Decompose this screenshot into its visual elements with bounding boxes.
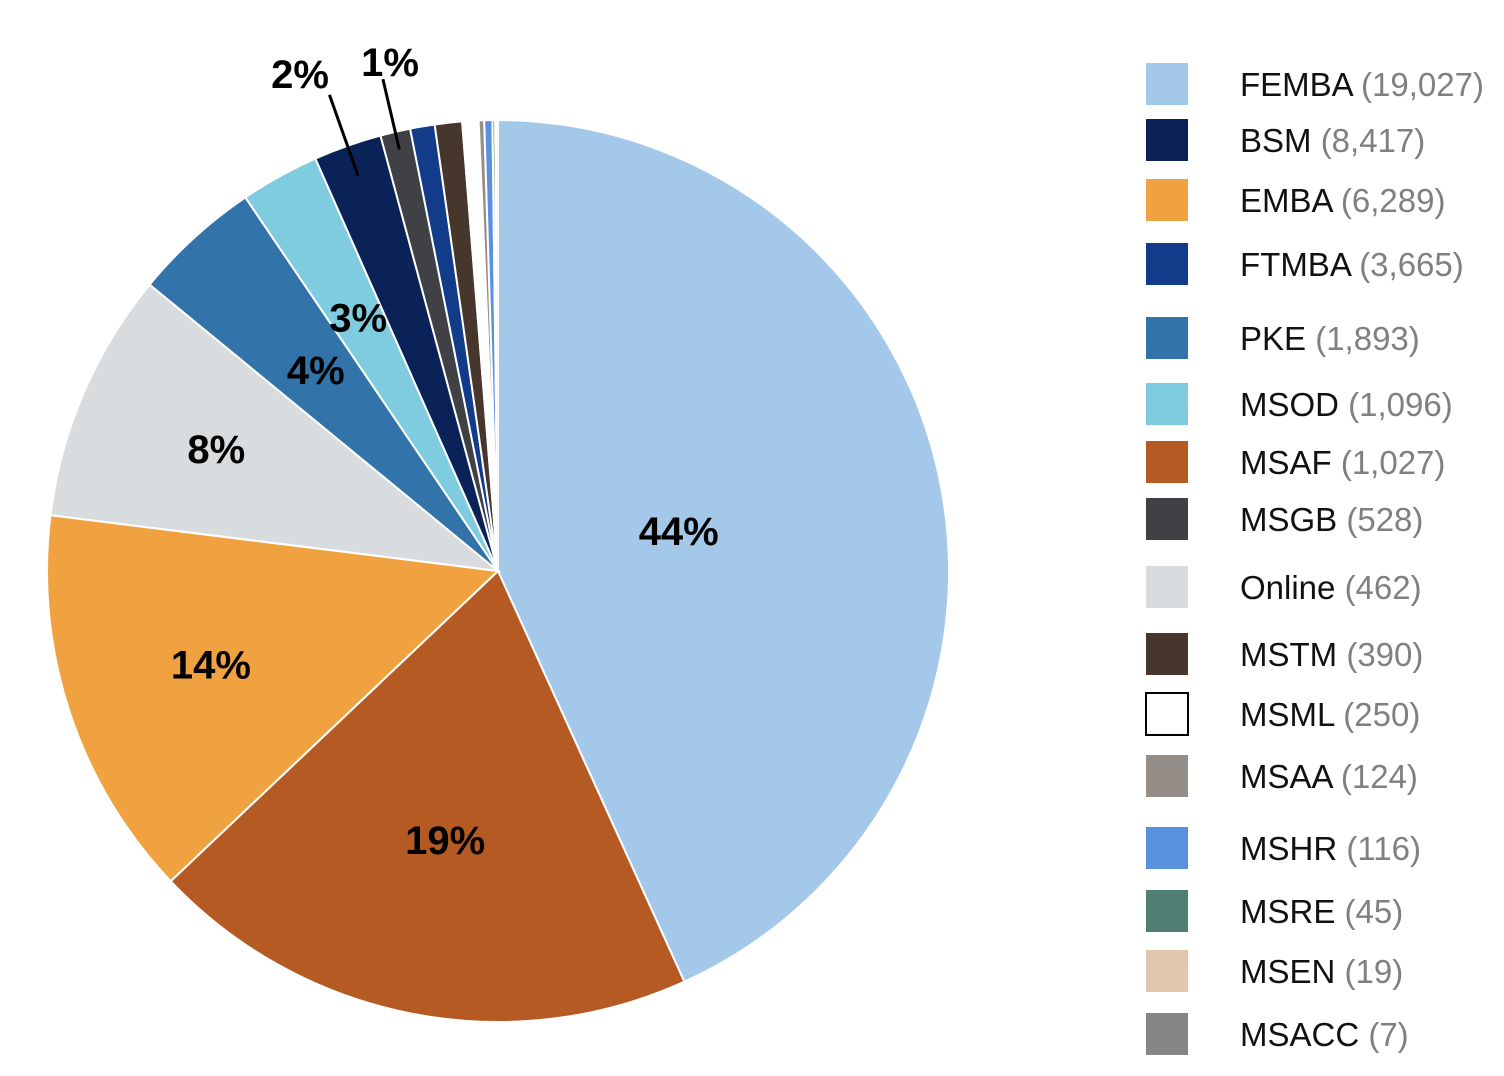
slice-femba [497,118,950,984]
legend-item-msgb: MSGB (528) [1146,498,1423,540]
slice-msaf [169,569,686,1024]
legend-label-msaa: MSAA (124) [1240,758,1418,795]
legend-label-pke: PKE (1,893) [1240,320,1420,357]
legend-item-msml: MSML (250) [1145,692,1420,736]
slice-label-femba: 44% [639,510,719,554]
legend-swatch-msod [1146,383,1188,425]
legend-item-femba: FEMBA (19,027) [1146,63,1484,105]
legend-label-mstm: MSTM (390) [1240,636,1423,673]
slice-emba [46,514,501,883]
legend-swatch-pke [1146,317,1188,359]
legend-label-msre: MSRE (45) [1240,893,1403,930]
legend-swatch-msen [1146,950,1188,992]
legend-label-msen: MSEN (19) [1240,953,1403,990]
slice-label-pke: 4% [287,349,345,393]
slice-label-online: 8% [187,428,245,472]
legend-swatch-msml [1145,692,1189,736]
legend-item-msen: MSEN (19) [1146,950,1403,992]
legend-item-mshr: MSHR (116) [1146,827,1421,869]
slice-label-msgb: 1% [361,41,419,85]
legend-item-msre: MSRE (45) [1146,890,1403,932]
slice-msacc [495,118,499,572]
legend-swatch-msacc [1146,1013,1188,1055]
legend-label-msml: MSML (250) [1240,696,1420,733]
legend-item-pke: PKE (1,893) [1146,317,1420,359]
slice-label-emba: 14% [171,643,251,687]
legend-item-msod: MSOD (1,096) [1146,383,1453,425]
legend-item-msaf: MSAF (1,027) [1146,441,1445,483]
legend-swatch-emba [1146,179,1188,221]
legend-label-emba: EMBA (6,289) [1240,182,1445,219]
legend-item-emba: EMBA (6,289) [1146,179,1445,221]
legend-label-mshr: MSHR (116) [1240,830,1421,867]
leader-line-bsm [328,94,360,177]
legend-label-online: Online (462) [1240,569,1422,606]
legend-swatch-msaa [1146,755,1188,797]
legend-label-bsm: BSM (8,417) [1240,122,1425,159]
legend-label-msgb: MSGB (528) [1240,501,1423,538]
legend: FEMBA (19,027) BSM (8,417) EMBA (6,289) FTM… [1145,63,1484,1055]
legend-swatch-mstm [1146,633,1188,675]
legend-item-bsm: BSM (8,417) [1146,119,1425,161]
leader-line-msgb [381,78,401,150]
leader-lines [328,78,401,177]
legend-item-msacc: MSACC (7) [1146,1013,1409,1055]
legend-item-mstm: MSTM (390) [1146,633,1423,675]
slice-label-msod: 3% [329,296,387,340]
legend-item-msaa: MSAA (124) [1146,755,1418,797]
legend-swatch-mshr [1146,827,1188,869]
legend-label-msacc: MSACC (7) [1240,1016,1409,1053]
legend-label-msaf: MSAF (1,027) [1240,444,1445,481]
slice-online [49,283,502,573]
legend-swatch-ftmba [1146,243,1188,285]
legend-item-ftmba: FTMBA (3,665) [1146,243,1464,285]
legend-swatch-online [1146,566,1188,608]
legend-swatch-msaf [1146,441,1188,483]
pie-slices [46,118,950,1024]
slice-label-msaf: 19% [405,819,485,863]
legend-swatch-msgb [1146,498,1188,540]
legend-item-online: Online (462) [1146,566,1422,608]
slice-label-bsm: 2% [271,53,329,97]
legend-label-ftmba: FTMBA (3,665) [1240,246,1464,283]
slice-labels: 44% 19% 14% 8% 4% 3% 2% 1% [171,41,719,863]
legend-label-femba: FEMBA (19,027) [1240,66,1484,103]
legend-swatch-femba [1146,63,1188,105]
legend-swatch-msre [1146,890,1188,932]
legend-swatch-bsm [1146,119,1188,161]
legend-label-msod: MSOD (1,096) [1240,386,1453,423]
